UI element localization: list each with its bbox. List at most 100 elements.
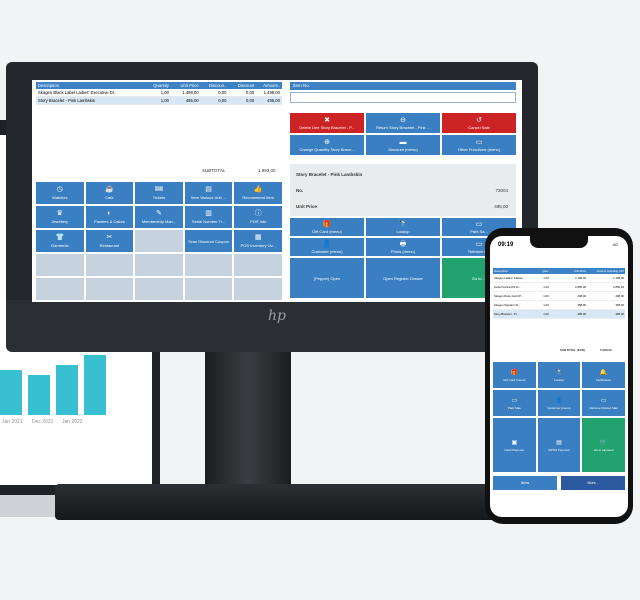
table-row[interactable]: Liebel Carina DS Dr... 1,00 2.850,00 2.850,…	[493, 283, 625, 292]
unit-price-label: Unit Price	[296, 204, 318, 209]
cell: 1,00	[543, 285, 549, 289]
item-number-input[interactable]	[290, 92, 516, 103]
change-quantity-button[interactable]: ⊕ Change Quantity Story Brace...	[290, 135, 364, 155]
menu-tile-empty	[36, 278, 84, 300]
coffee-icon: ☕	[105, 186, 114, 193]
table-row[interactable]: Skagen Signatur Sl... 1,00 358,00 358,00	[493, 301, 625, 310]
table-row[interactable]: Story Bracelet - Pi... 1,00 495,00 495,00	[493, 310, 625, 319]
cell: 1,00	[543, 276, 549, 280]
menu-tile-recommend-item[interactable]: 👍 Recommend Item	[234, 182, 282, 204]
customer-menu-button[interactable]: 👤 Customer (menu)	[290, 238, 364, 256]
cell: Story Bracelet - Pi...	[494, 312, 519, 316]
binoculars-icon: 🔭	[555, 369, 563, 376]
customer-menu-button[interactable]: 👤 Customer (menu)	[537, 390, 581, 416]
status-time: 09:19	[498, 242, 514, 248]
cell: 2.850,00	[575, 285, 586, 289]
gift-icon: 🎁	[322, 220, 332, 228]
ticket-icon: 🎟	[154, 186, 164, 193]
more-button[interactable]: More...	[561, 476, 625, 490]
laptop-chart-label: Jan 2022	[62, 419, 83, 425]
table-row[interactable]: Skagen Ladies' Classic... 1,00 1.198,00 1.1…	[493, 274, 625, 283]
menu-tile-membership[interactable]: ✎ Membership Man...	[135, 206, 183, 228]
notification-button[interactable]: 🔔 Notification	[582, 362, 625, 388]
open-drawer-button[interactable]: Open Register Drawer	[366, 258, 440, 298]
tile-label: Jewellery	[51, 219, 69, 224]
button-label: Open Register Drawer	[383, 275, 423, 281]
menu-tile-empty	[36, 254, 84, 276]
prints-menu-button[interactable]: 🖶 Prints (menu)	[366, 238, 440, 256]
table-row[interactable]: Story Bracelet - Pink Lambskin 1,00 495,…	[36, 97, 282, 105]
table-row[interactable]: Skagen Black Label Ladies' Executive Di.…	[36, 89, 282, 97]
col-header[interactable]: Amount..	[263, 83, 280, 88]
tile-label: POS Inventory Ov...	[240, 243, 276, 248]
delete-line-button[interactable]: ✖ Delete Line Story Bracelet - P...	[290, 113, 364, 133]
thumbs-up-icon: 👍	[253, 186, 263, 193]
button-label: Park Sa...	[470, 228, 488, 234]
col-header[interactable]: Quantity	[153, 83, 169, 88]
item-no-value: 73004	[495, 188, 508, 193]
menu-tile-pos-info[interactable]: ⓘ POS Info	[234, 206, 282, 228]
table-row[interactable]: Skagen Rose Gold (P... 1,00 298,00 298,00	[493, 292, 625, 301]
cell: Skagen Signatur Sl...	[494, 303, 521, 307]
pepper-open-button[interactable]: (Pepper) Open	[290, 258, 364, 298]
lookup-button[interactable]: 🔭 Lookup	[366, 218, 440, 236]
menu-tile-serial-number[interactable]: ▥ Serial Number Tr...	[184, 206, 233, 228]
retrieve-parked-button[interactable]: ▭ Retrieve Parked Sale	[582, 390, 625, 416]
phone-button-grid: 🎁 Gift Card (menu) 🔭 Lookup 🔔 Notification …	[493, 362, 625, 472]
retrieve-icon: ▭	[475, 240, 483, 248]
menu-tile-scan-coupon[interactable]: Scan Discount Coupon	[184, 230, 233, 252]
menu-tile-pos-inventory[interactable]: ▦ POS Inventory Ov...	[234, 230, 282, 252]
menu-tile-garments[interactable]: 👕 Garments	[36, 230, 84, 252]
laptop-chart-label: Jan 2021	[2, 419, 23, 425]
button-label: Retrieve P...	[468, 248, 490, 254]
tile-label: Serial Number Tr...	[191, 219, 226, 224]
cancel-sale-button[interactable]: ↺ Cancel Sale	[442, 113, 516, 133]
gift-card-button[interactable]: 🎁 Gift Card (menu)	[290, 218, 364, 236]
col-header[interactable]: Unit Price	[573, 269, 586, 273]
tile-label: Restaurant	[99, 243, 120, 248]
col-header[interactable]: Amount Including VAT	[596, 269, 624, 273]
park-sale-button[interactable]: ▭ Park Sale	[493, 390, 536, 416]
menu-tile-cafe[interactable]: ☕ Cafe	[85, 182, 134, 204]
watch-icon: ◷	[56, 186, 63, 193]
lookup-button[interactable]: 🔭 Lookup	[537, 362, 581, 388]
item-no-label: No.	[296, 188, 304, 193]
menu-tile-watches[interactable]: ◷ Watches	[36, 182, 84, 204]
col-header[interactable]: Discount	[237, 83, 255, 88]
button-label: Delete Line Story Bracelet - P...	[299, 124, 355, 130]
items-button[interactable]: Items	[493, 476, 557, 490]
button-label: MPOS Payment	[548, 447, 570, 452]
menu-tile-jewellery[interactable]: ♛ Jewellery	[36, 206, 84, 228]
cash-payment-button[interactable]: ▣ Cash Payment	[493, 418, 536, 472]
gift-card-button[interactable]: 🎁 Gift Card (menu)	[493, 362, 536, 388]
other-functions-button[interactable]: ▭ Other Functions (menu)	[442, 135, 516, 155]
discount-menu-button[interactable]: ▬ Discount (menu)	[366, 135, 440, 155]
menu-tile-tickets[interactable]: 🎟 Tickets	[135, 182, 183, 204]
pen-icon: ✎	[156, 210, 162, 217]
menu-icon: ▭	[475, 138, 483, 146]
col-header[interactable]: Unit Price	[180, 83, 199, 88]
button-label: Discount (menu)	[388, 146, 418, 152]
cart-icon: 🛒	[599, 439, 608, 446]
menu-tile-restaurant[interactable]: ✂ Restaurant	[85, 230, 134, 252]
menu-tile-pastries[interactable]: ◐ Pastries & Cakes	[85, 206, 134, 228]
menu-grid: ◷ Watches ☕ Cafe 🎟 Tickets ▤ Item Various Un…	[36, 182, 282, 300]
col-header[interactable]: Description	[38, 83, 59, 88]
button-label: Retrieve Parked Sale	[589, 405, 618, 410]
tile-label: Cafe	[105, 195, 114, 200]
return-button[interactable]: ⊖ Return Story Bracelet - Pink ...	[366, 113, 440, 133]
park-icon: ▭	[511, 397, 518, 404]
go-to-payment-button[interactable]: 🛒 Go to payment	[582, 418, 625, 472]
col-header[interactable]: Discoun..	[208, 83, 227, 88]
cell: 298,00	[615, 294, 624, 298]
barcode-icon: ▤	[205, 186, 212, 193]
menu-tile-empty	[135, 230, 183, 252]
discount-icon: ▬	[399, 138, 407, 146]
col-header[interactable]: Qua...	[542, 269, 550, 273]
sale-lines-table: Description Quantity Unit Price Discoun.…	[36, 82, 282, 105]
menu-tile-item-various-unit[interactable]: ▤ Item Various Unit ...	[184, 182, 233, 204]
close-icon: ✖	[324, 116, 330, 124]
mpos-payment-button[interactable]: ▤ MPOS Payment	[537, 418, 581, 472]
cell: 1.198,00	[613, 276, 624, 280]
col-header[interactable]: Description	[494, 269, 508, 273]
